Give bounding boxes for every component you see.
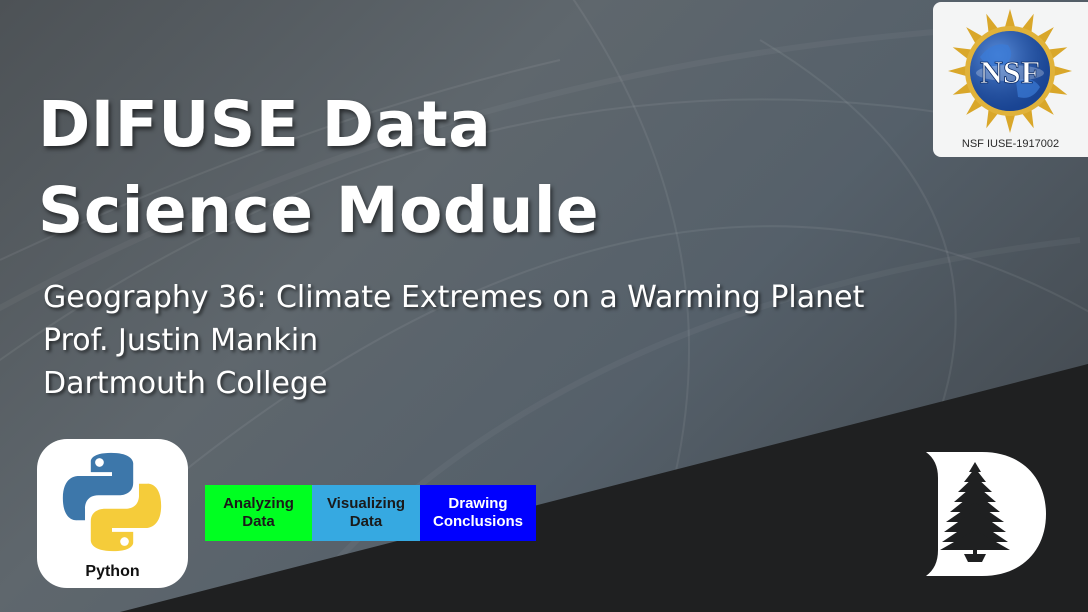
- skill-tags: Analyzing Data Visualizing Data Drawing …: [205, 485, 536, 541]
- institution-name: Dartmouth College: [43, 366, 328, 401]
- instructor-name: Prof. Justin Mankin: [43, 323, 319, 358]
- title-line-1: DIFUSE Data: [38, 88, 492, 161]
- python-label: Python: [85, 563, 140, 580]
- tag-visualizing-data: Visualizing Data: [312, 485, 420, 541]
- slide-title: DIFUSE Data Science Module: [38, 82, 599, 254]
- title-line-2: Science Module: [38, 174, 600, 247]
- nsf-globe-logo-icon: NSF: [948, 9, 1072, 133]
- nsf-wordmark: NSF: [980, 54, 1040, 90]
- python-logo-icon: [62, 452, 162, 552]
- tag-drawing-conclusions: Drawing Conclusions: [420, 485, 536, 541]
- slide-subtitle: Geography 36: Climate Extremes on a Warm…: [43, 276, 864, 405]
- python-logo-card: Python: [37, 439, 188, 588]
- dartmouth-logo-icon: [926, 452, 1046, 576]
- tag-analyzing-data: Analyzing Data: [205, 485, 312, 541]
- nsf-grant-id: NSF IUSE-1917002: [961, 138, 1060, 150]
- nsf-logo-card: NSF NSF IUSE-1917002: [933, 2, 1088, 157]
- course-name: Geography 36: Climate Extremes on a Warm…: [43, 280, 865, 315]
